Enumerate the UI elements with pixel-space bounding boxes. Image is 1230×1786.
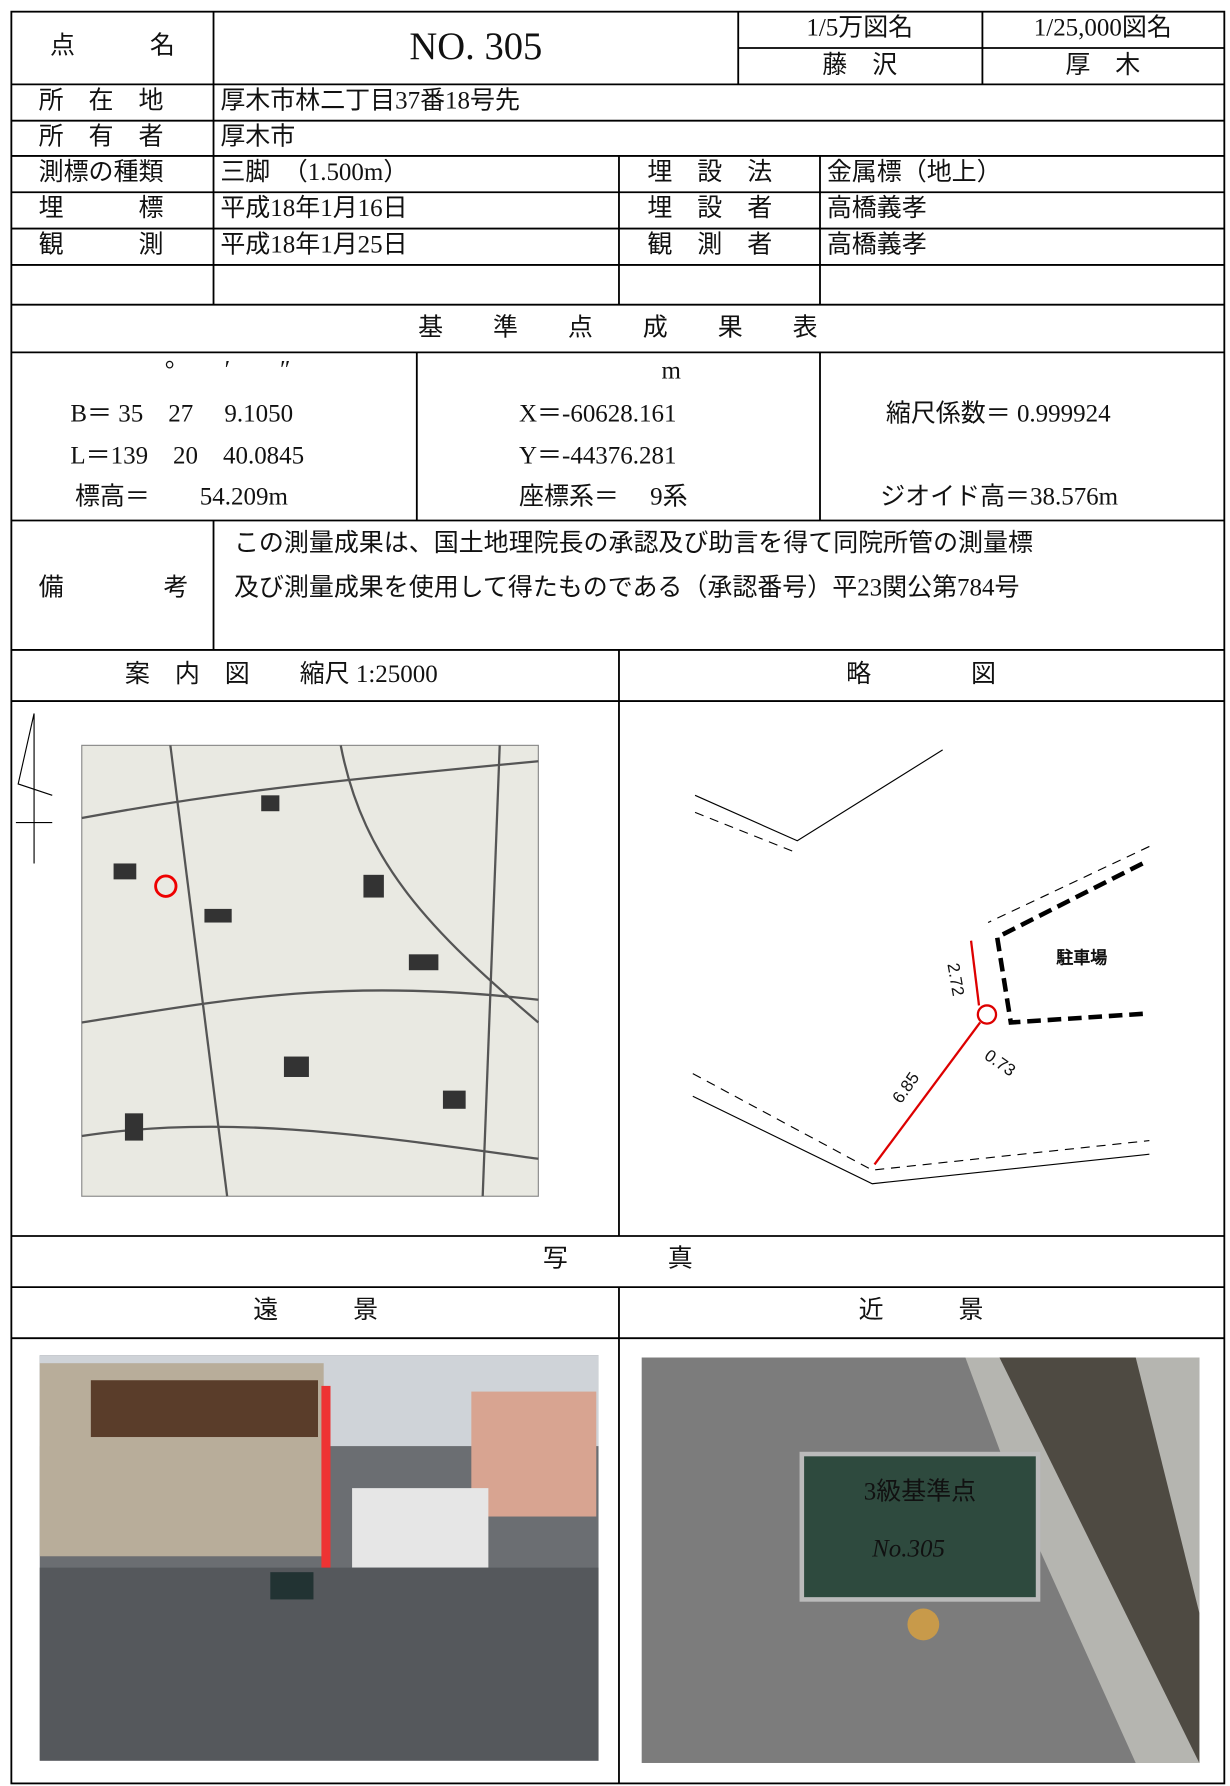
label: 1/5万図名 [806, 14, 913, 42]
longitude: L＝139 20 40.0845 [70, 443, 304, 470]
coord-system: 座標系＝ 9系 [519, 483, 688, 511]
remark-line: 及び測量成果を使用して得たものである（承認番号）平23関公第784号 [234, 573, 1020, 601]
label: 所 在 地 [39, 86, 164, 114]
value: 厚木市林二丁目37番18号先 [220, 86, 520, 114]
label: 備 考 [39, 573, 189, 601]
label: 埋 設 者 [647, 194, 772, 222]
value: 高橋義孝 [827, 231, 927, 259]
value: 厚 木 [1065, 51, 1140, 79]
label: 点 名 [50, 32, 175, 60]
near-photo: 3級基準点 No.305 [641, 1357, 1200, 1763]
guide-map [81, 744, 540, 1197]
label: 測標の種類 [39, 158, 164, 186]
sketch: 駐車場 2.72 0.73 6.85 [692, 749, 1150, 1185]
value: 三脚 （1.500m） [220, 158, 408, 186]
latitude: B＝ 35 27 9.1050 [70, 401, 293, 428]
coord-x: X＝-60628.161 [519, 401, 676, 428]
value: 厚木市 [220, 123, 295, 151]
value: 平成18年1月16日 [220, 194, 407, 222]
label: 埋 標 [39, 194, 164, 222]
remark-line: この測量成果は、国土地理院長の承認及び助言を得て同院所管の測量標 [234, 529, 1033, 557]
board-text: 3級基準点 [864, 1478, 976, 1506]
section-title: 略 図 [846, 660, 996, 688]
section-title: 案 内 図 縮尺 1:25000 [125, 660, 438, 688]
label: 所 有 者 [39, 123, 164, 151]
sketch-label: 駐車場 [1056, 947, 1107, 967]
point-name: NO. 305 [409, 26, 542, 68]
value: 高橋義孝 [827, 194, 927, 222]
label: 1/25,000図名 [1034, 14, 1172, 42]
frame [10, 10, 1226, 1785]
board-text: No.305 [871, 1535, 945, 1562]
label: 埋 設 法 [647, 158, 772, 186]
value: 金属標（地上） [827, 158, 1002, 186]
far-photo [39, 1355, 599, 1761]
section-title: 基 準 点 成 果 表 [418, 313, 818, 341]
angle-units: ° ′ ″ [165, 356, 291, 383]
unit: m [662, 358, 682, 385]
elevation: 標高＝ 54.209m [75, 483, 289, 511]
section-title: 写 真 [543, 1245, 693, 1273]
section-title: 遠 景 [253, 1296, 378, 1324]
label: 観 測 者 [647, 231, 772, 259]
label: 観 測 [39, 231, 164, 259]
value: 平成18年1月25日 [220, 231, 407, 259]
coord-y: Y＝-44376.281 [519, 443, 676, 470]
scale-factor: 縮尺係数＝ 0.999924 [886, 400, 1111, 428]
section-title: 近 景 [859, 1296, 984, 1324]
geoid-height: ジオイド高＝38.576m [880, 483, 1118, 511]
north-arrow [15, 713, 53, 864]
value: 藤 沢 [822, 51, 897, 79]
